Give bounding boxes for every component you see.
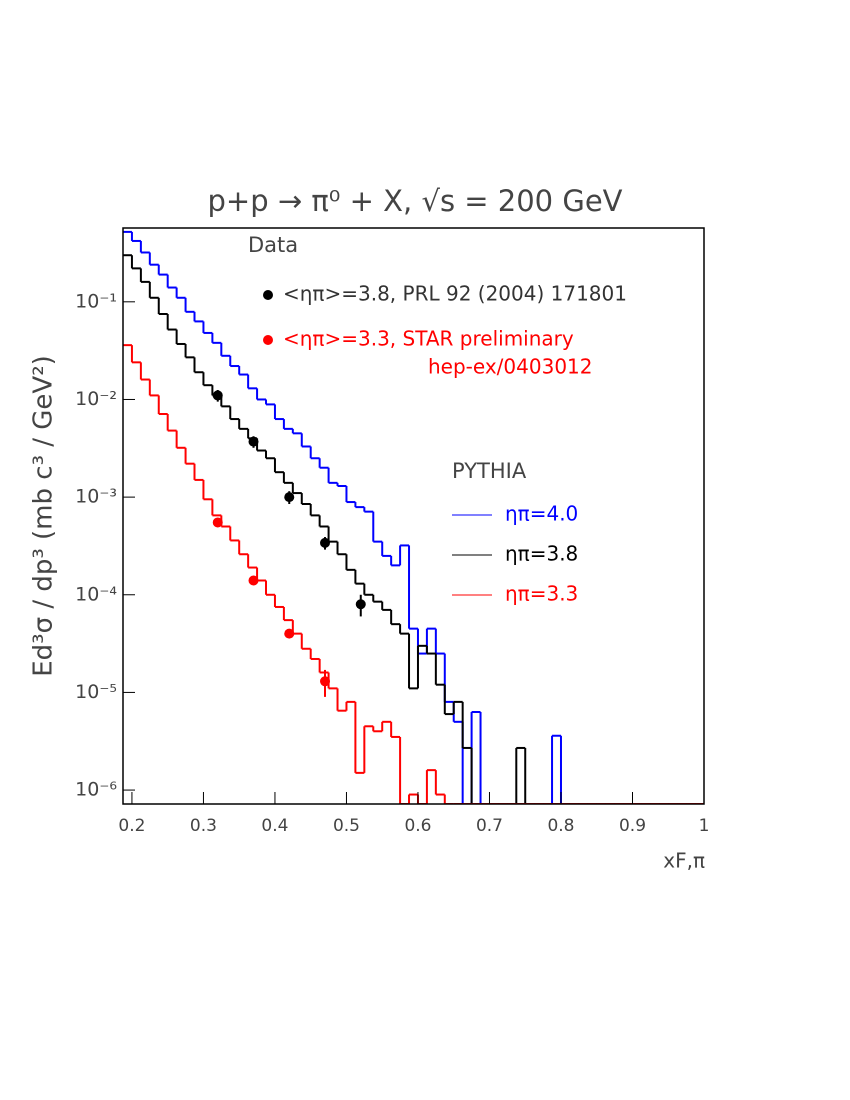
y-tick-label: 10⁻¹ [75, 290, 117, 312]
y-tick-label: 10⁻³ [75, 486, 117, 508]
data-point [248, 575, 259, 586]
x-tick-label: 0.8 [547, 816, 574, 836]
x-tick-label: 0.5 [333, 816, 360, 836]
data-point [248, 436, 259, 447]
legend-note: hep-ex/0403012 [428, 355, 593, 379]
data-point [284, 492, 295, 503]
chart-title: p+p → π⁰ + X, √s = 200 GeV [207, 184, 622, 218]
y-tick-label: 10⁻⁴ [75, 583, 117, 605]
data-point [212, 390, 223, 401]
y-tick-label: 10⁻⁵ [75, 681, 117, 703]
x-tick-label: 0.2 [118, 816, 145, 836]
x-tick-label: 0.3 [190, 816, 217, 836]
legend-marker [263, 290, 273, 300]
data-legend-title: Data [248, 233, 298, 257]
legend-label: ηπ=3.3 [505, 582, 578, 606]
data-point [320, 676, 331, 687]
x-tick-label: 0.4 [261, 816, 288, 836]
data-point [212, 517, 223, 528]
legend-label: ηπ=4.0 [505, 502, 578, 526]
plot-frame [122, 227, 705, 805]
data-point [355, 599, 366, 610]
x-tick-label: 0.9 [619, 816, 646, 836]
legend-label: ηπ=3.8 [505, 542, 578, 566]
plot-area [123, 230, 704, 804]
y-tick-label: 10⁻⁶ [75, 779, 117, 801]
legend-label: <ηπ>=3.8, PRL 92 (2004) 171801 [283, 282, 627, 306]
y-axis-label: Ed³σ / dp³ (mb c³ / GeV²) [29, 355, 59, 677]
x-tick-label: 0.7 [476, 816, 503, 836]
x-axis-label: xF,π [663, 849, 705, 873]
data-point [320, 537, 331, 548]
x-tick-label: 0.6 [404, 816, 431, 836]
model-legend-title: PYTHIA [452, 459, 527, 483]
x-tick-label: 1 [699, 816, 710, 836]
legend-marker [263, 335, 273, 345]
data-point [284, 628, 295, 639]
y-tick-label: 10⁻² [75, 388, 117, 410]
legend-label: <ηπ>=3.3, STAR preliminary [283, 327, 574, 351]
